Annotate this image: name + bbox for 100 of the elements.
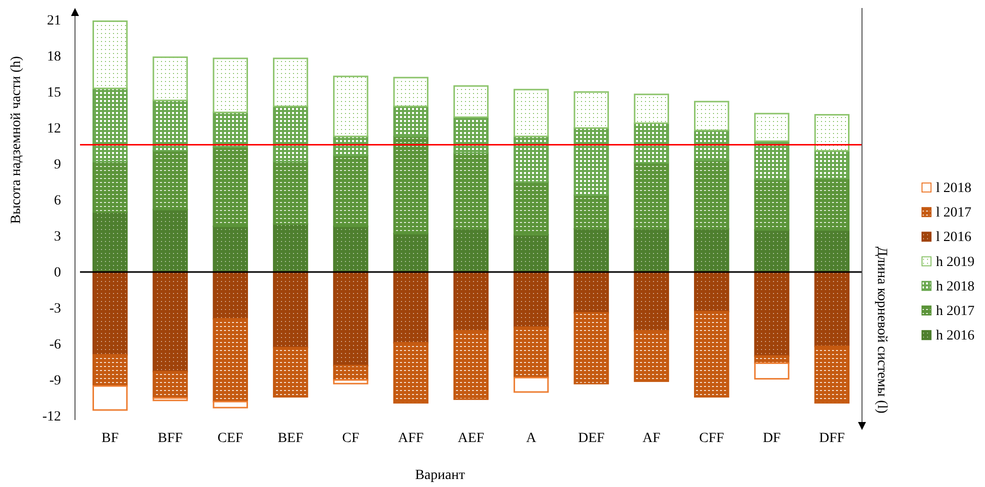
bar (634, 94, 670, 124)
bar (333, 271, 368, 366)
bar (212, 146, 248, 228)
bar (694, 310, 730, 398)
legend-label: l 2017 (936, 206, 972, 221)
bar (694, 160, 730, 230)
legend-label: l 2018 (936, 181, 972, 196)
bar (694, 271, 730, 312)
bar (754, 112, 790, 142)
bar (574, 127, 609, 196)
bar (333, 154, 368, 228)
bar (514, 326, 549, 378)
bar (453, 330, 489, 400)
bar (634, 228, 670, 273)
bar (272, 106, 308, 162)
bar (814, 178, 850, 231)
x-tick-label: BEF (278, 431, 304, 446)
bar (814, 114, 850, 152)
bar (393, 342, 428, 404)
x-tick-label: AEF (458, 431, 484, 446)
bar (152, 100, 188, 152)
bar (152, 370, 188, 399)
legend-label: h 2016 (936, 328, 974, 344)
bar (272, 271, 308, 348)
y2-axis-title: Длина корневой системы (l) (874, 246, 889, 414)
x-tick-label: AFF (398, 431, 424, 446)
bar (694, 100, 730, 132)
bar (393, 106, 428, 138)
bar (754, 178, 790, 231)
bar (514, 181, 549, 236)
y-tick-label: 6 (54, 193, 61, 208)
bar (453, 116, 489, 154)
legend-label: h 2018 (936, 279, 974, 294)
bar (212, 226, 248, 273)
bar (574, 312, 609, 384)
bar (453, 152, 489, 230)
bar (574, 228, 609, 273)
bar (92, 20, 128, 90)
bar (212, 58, 248, 114)
bar (634, 122, 670, 164)
bar (574, 194, 609, 230)
bar (514, 271, 549, 328)
bar (92, 211, 128, 273)
bar (814, 150, 850, 180)
bar (453, 271, 489, 332)
bar (814, 271, 850, 348)
bar (514, 376, 549, 393)
bar (152, 397, 188, 402)
bar (393, 136, 428, 234)
bar (272, 223, 308, 273)
bar (814, 346, 850, 404)
bar (92, 354, 128, 387)
x-tick-label: BF (102, 431, 119, 446)
y-tick-label: -3 (49, 301, 61, 316)
x-tick-label: BFF (158, 431, 183, 446)
x-tick-label: AF (642, 431, 661, 446)
bar (333, 379, 368, 384)
bar (272, 346, 308, 398)
y-tick-label: 9 (54, 157, 61, 172)
bar (574, 91, 609, 129)
bar (634, 271, 670, 332)
bar (514, 136, 549, 183)
bar (152, 150, 188, 210)
bar (514, 234, 549, 273)
y-tick-label: -9 (49, 373, 61, 388)
bar (152, 208, 188, 273)
bar (92, 385, 128, 411)
bar (212, 271, 248, 320)
x-tick-label: DF (762, 431, 781, 446)
bar (212, 400, 248, 408)
y-tick-label: 3 (54, 229, 61, 244)
bar (272, 160, 308, 225)
bar (333, 76, 368, 138)
y-tick-label: 15 (47, 85, 61, 100)
bar (754, 229, 790, 273)
bar (574, 271, 609, 314)
bar (333, 226, 368, 273)
y-tick-label: -12 (42, 409, 61, 424)
bar (92, 88, 128, 162)
bar (634, 162, 670, 230)
bar (453, 228, 489, 273)
y-tick-label: 12 (47, 121, 61, 136)
legend-label: l 2016 (936, 230, 972, 246)
bar (694, 130, 730, 162)
bar (212, 112, 248, 148)
y-tick-label: -6 (49, 337, 61, 352)
x-tick-label: CFF (699, 431, 724, 446)
bar (92, 160, 128, 213)
bar (272, 58, 308, 108)
bar (152, 271, 188, 372)
bar (514, 88, 549, 138)
x-tick-label: DEF (578, 431, 605, 446)
bar (393, 232, 428, 273)
y-tick-label: 18 (47, 49, 61, 64)
bar (393, 76, 428, 108)
bar (814, 229, 850, 273)
bar (333, 364, 368, 381)
bar (754, 140, 790, 180)
x-tick-label: CEF (218, 431, 244, 446)
bar (634, 330, 670, 382)
